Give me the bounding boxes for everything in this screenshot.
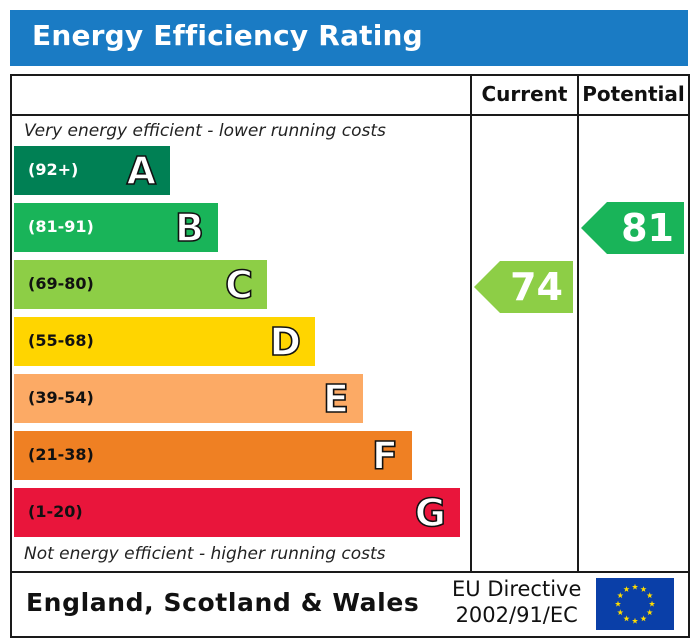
eu-star-icon — [648, 600, 656, 607]
rating-band-f: (21-38) F — [14, 431, 412, 480]
rating-band-g: (1-20) G — [14, 488, 460, 537]
rating-band-b: (81-91) B — [14, 203, 218, 252]
eu-star-icon — [640, 615, 647, 622]
potential-column-divider — [577, 76, 579, 573]
rating-band-c: (69-80) C — [14, 260, 267, 309]
eu-star-icon — [631, 583, 639, 590]
eu-star-icon — [623, 586, 630, 592]
rating-band-a: (92+) A — [14, 146, 170, 195]
potential-rating-arrow: 81 — [581, 202, 684, 254]
header-row-divider — [12, 114, 688, 116]
current-column-header: Current — [481, 82, 568, 106]
eu-star-icon — [617, 592, 624, 599]
page-title: Energy Efficiency Rating — [32, 19, 423, 52]
band-letter-label: G — [414, 490, 447, 536]
efficient-note: Very energy efficient - lower running co… — [24, 121, 386, 141]
eu-star-icon — [623, 615, 630, 622]
rating-band-d: (55-68) D — [14, 317, 315, 366]
band-letter-label: F — [371, 433, 399, 479]
rating-band-e: (39-54) E — [14, 374, 363, 423]
band-range-label: (69-80) — [28, 274, 94, 293]
band-range-label: (92+) — [28, 160, 79, 179]
band-range-label: (21-38) — [28, 445, 94, 464]
band-range-label: (55-68) — [28, 331, 94, 350]
eu-directive-line2: 2002/91/EC — [455, 603, 578, 627]
band-letter-label: C — [224, 262, 253, 308]
footer-divider — [12, 571, 688, 573]
band-letter-label: D — [269, 319, 302, 365]
eu-flag-icon — [596, 578, 674, 630]
band-letter-label: E — [322, 376, 350, 422]
eu-star-icon — [646, 609, 653, 616]
eu-star-icon — [614, 600, 622, 607]
band-letter-label: B — [174, 205, 205, 251]
current-rating-value: 74 — [510, 265, 563, 309]
band-range-label: (81-91) — [28, 217, 94, 236]
eu-star-icon — [617, 609, 624, 616]
band-range-label: (39-54) — [28, 388, 94, 407]
current-column-divider — [470, 76, 472, 573]
eu-directive: EU Directive 2002/91/EC — [452, 576, 581, 628]
eu-star-icon — [640, 586, 647, 592]
country-label: England, Scotland & Wales — [26, 588, 420, 617]
current-rating-arrow: 74 — [474, 261, 573, 313]
eu-star-icon — [631, 617, 639, 624]
eu-directive-line1: EU Directive — [452, 577, 582, 601]
band-letter-label: A — [126, 148, 157, 194]
eu-star-icon — [646, 592, 653, 599]
potential-rating-value: 81 — [621, 206, 674, 250]
potential-column-header: Potential — [582, 82, 685, 106]
current-arrow-shape — [474, 261, 573, 313]
header-bar: Energy Efficiency Rating — [10, 10, 688, 66]
rating-frame: Current Potential Very energy efficient … — [10, 74, 690, 638]
band-range-label: (1-20) — [28, 502, 83, 521]
inefficient-note: Not energy efficient - higher running co… — [24, 544, 386, 564]
potential-arrow-shape — [581, 202, 684, 254]
